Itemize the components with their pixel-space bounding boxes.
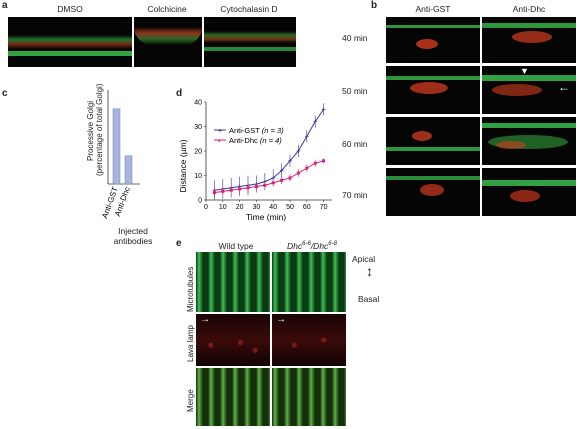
- panel-b-header-gst: Anti-GST: [415, 4, 451, 14]
- micrograph-e-wt-lavalamp: →: [196, 314, 270, 366]
- row-label-merge: Merge: [186, 389, 195, 412]
- bar-chart-c: Anti-GST Anti-Dhc: [100, 90, 140, 220]
- micrograph-e-wt-merge: [196, 368, 270, 426]
- d-xtick-label: 0: [204, 204, 208, 211]
- micrograph-dhc-40: [482, 17, 576, 63]
- time-label-40: 40 min: [342, 33, 368, 43]
- bar-anti-gst: [112, 108, 121, 185]
- panel-c-xlabel-line2: antibodies: [113, 236, 153, 246]
- time-label-60: 60 min: [342, 139, 368, 149]
- legend-marker-gst: +: [218, 128, 222, 135]
- micrograph-e-mut-merge: [272, 368, 346, 426]
- d-point-dhc: [271, 181, 275, 185]
- d-point-dhc: [263, 183, 267, 187]
- micrograph-cytochalasin: [204, 17, 296, 67]
- panel-c-xlabel: Injected antibodies: [98, 226, 168, 246]
- d-xtick-label: 70: [320, 204, 328, 211]
- micrograph-e-wt-microtubules: [196, 252, 270, 312]
- d-point-dhc: [288, 176, 292, 180]
- legend-label-dhc: Anti-Dhc (n = 4): [229, 136, 282, 145]
- d-ytick-label: 40: [194, 100, 202, 107]
- panel-a-header-colchicine: Colchicine: [147, 4, 187, 14]
- d-xtick-label: 40: [269, 204, 277, 211]
- panel-b-label: b: [371, 0, 378, 11]
- basal-label: Basal: [358, 294, 380, 304]
- time-label-70: 70 min: [342, 190, 368, 200]
- d-xtick-label: 50: [286, 204, 294, 211]
- panel-a-header-dmso: DMSO: [57, 4, 83, 14]
- d-xtick-label: 30: [253, 204, 261, 211]
- d-point-dhc: [254, 185, 258, 189]
- d-xtick-label: 20: [236, 204, 244, 211]
- micrograph-gst-40: [386, 17, 480, 63]
- panel-a-header-cytochalasin: Cytochalasin D: [220, 4, 278, 14]
- d-xtick-label: 60: [303, 204, 311, 211]
- d-point-dhc: [322, 159, 326, 163]
- arrowhead-icon: ▼: [520, 66, 529, 76]
- d-ylabel: Distance (µm): [178, 139, 188, 192]
- panel-c-ylabel-line1: Processive Golgi: [86, 100, 95, 162]
- d-ytick-label: 10: [194, 173, 202, 180]
- time-label-50: 50 min: [342, 86, 368, 96]
- d-xtick-label: 10: [219, 204, 227, 211]
- micrograph-gst-60: [386, 117, 480, 165]
- panel-a-label: a: [2, 0, 8, 11]
- panel-e-header-mutant: Dhc6-6/Dhc6-8: [287, 241, 337, 251]
- legend-marker-dhc: ▪: [218, 138, 221, 145]
- d-point-dhc: [229, 188, 233, 192]
- arrow-right-icon: →: [200, 314, 210, 325]
- d-series-line-0: [214, 109, 325, 191]
- row-label-microtubules: Microtubules: [186, 266, 195, 312]
- d-point-dhc: [296, 171, 300, 175]
- d-point-dhc: [280, 178, 284, 182]
- arrow-right-icon: →: [276, 314, 286, 325]
- micrograph-e-mut-microtubules: [272, 252, 346, 312]
- micrograph-dhc-50: ▼ ←: [482, 66, 576, 114]
- panel-c-xlabel-line1: Injected: [118, 226, 148, 236]
- d-point-dhc: [246, 186, 250, 190]
- bar-anti-dhc: [124, 155, 133, 185]
- d-ytick-label: 20: [194, 149, 202, 156]
- panel-c-label: c: [2, 88, 8, 99]
- micrograph-dhc-70: [482, 168, 576, 216]
- panel-d-label: d: [176, 88, 183, 99]
- vertical-arrow-icon: ↕: [366, 263, 373, 279]
- micrograph-e-mut-lavalamp: →: [272, 314, 346, 366]
- d-point-dhc: [212, 191, 216, 195]
- micrograph-gst-70: [386, 168, 480, 216]
- micrograph-colchicine: [134, 17, 202, 67]
- row-label-lava-lamp: Lava lamp: [186, 325, 195, 362]
- apical-label: Apical: [352, 254, 376, 264]
- arrow-left-icon: ←: [558, 80, 570, 94]
- line-chart-d: 0 10 20 30 40 50 60 70 0 10 20 30 40 Distance (µm) T…: [178, 100, 332, 222]
- panel-b-header-dhc: Anti-Dhc: [512, 4, 546, 14]
- d-point-dhc: [305, 166, 309, 170]
- panel-e-label: e: [176, 238, 182, 249]
- panel-e-header-wildtype: Wild type: [218, 241, 254, 251]
- d-ytick-label: 0: [198, 198, 202, 205]
- d-point-dhc: [313, 161, 317, 165]
- d-legend: + Anti-GST (n = 3) ▪ Anti-Dhc (n = 4): [214, 126, 284, 145]
- d-xlabel: Time (min): [246, 212, 286, 222]
- micrograph-dmso: [8, 17, 132, 67]
- d-point-dhc: [238, 187, 242, 191]
- d-ytick-label: 30: [194, 124, 202, 131]
- d-point-dhc: [221, 189, 225, 193]
- micrograph-dhc-60: [482, 117, 576, 165]
- micrograph-gst-50: [386, 66, 480, 114]
- legend-label-gst: Anti-GST (n = 3): [229, 126, 284, 135]
